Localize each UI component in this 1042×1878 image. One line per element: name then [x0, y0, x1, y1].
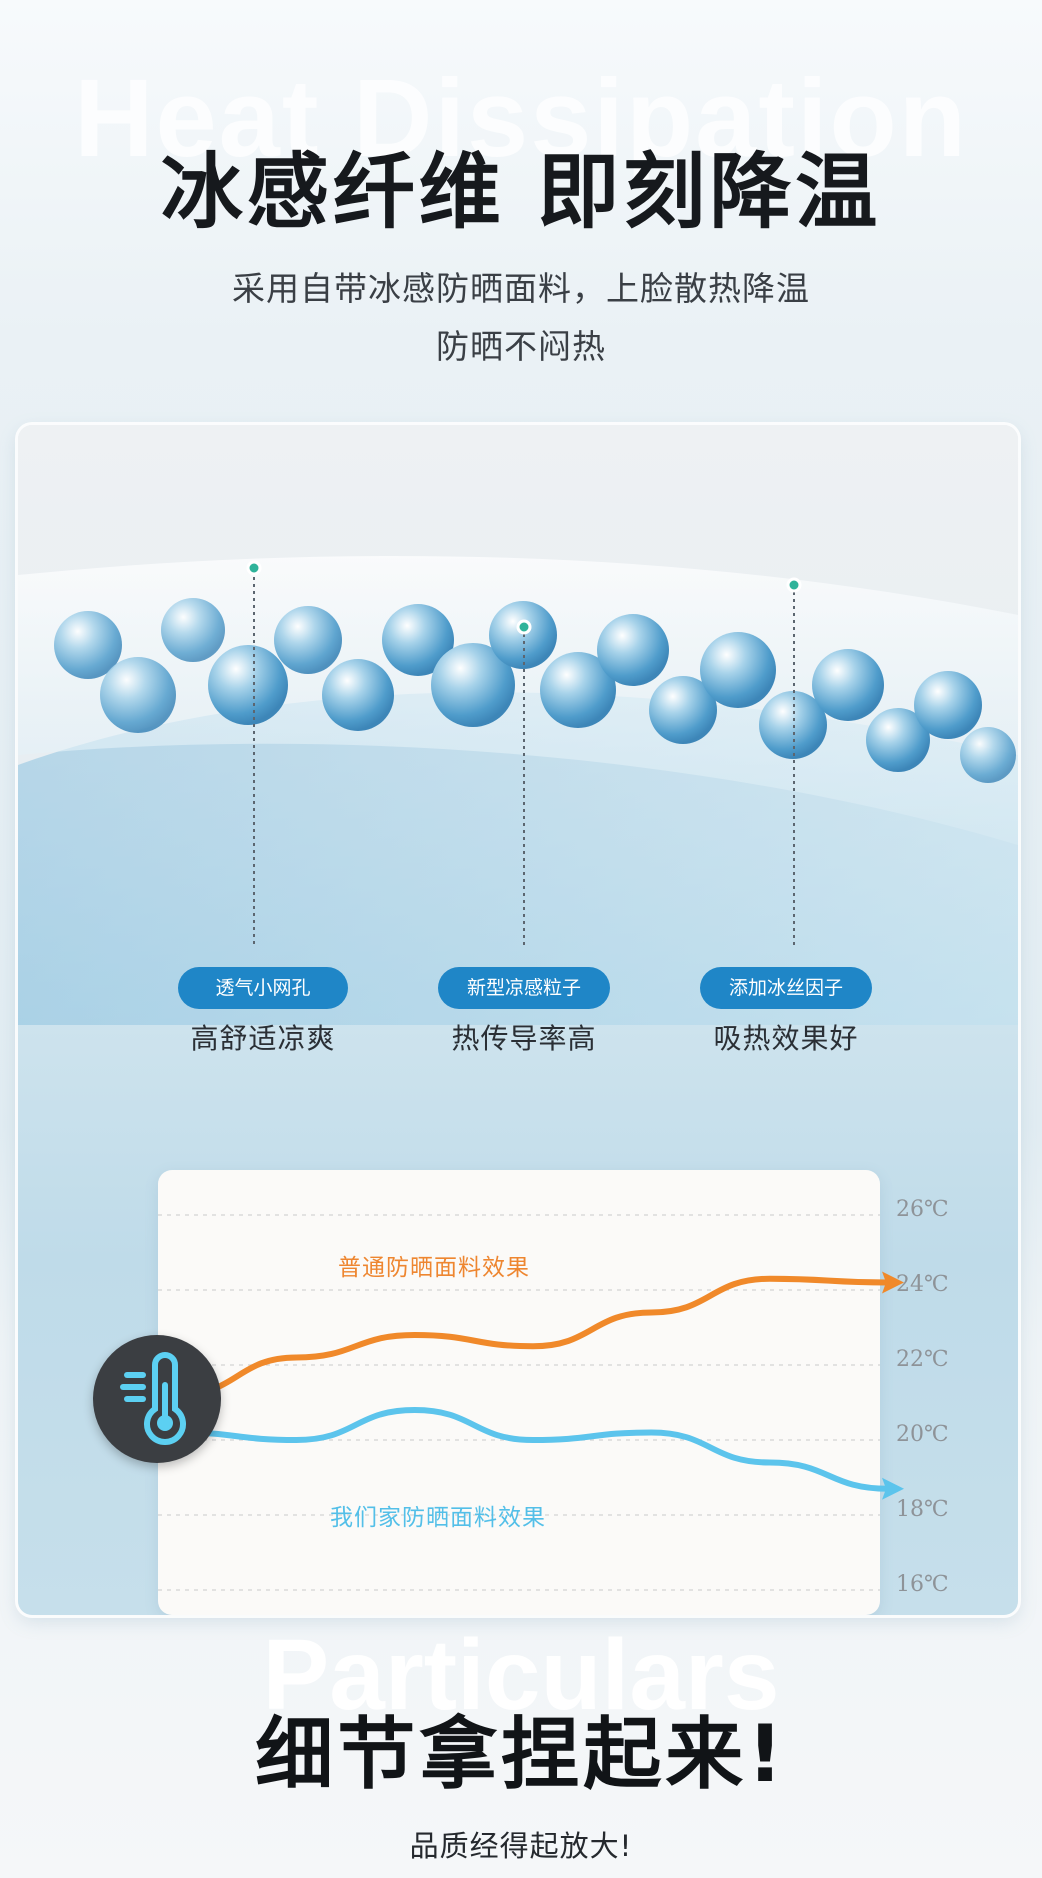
feature-desc-mesh: 高舒适凉爽: [190, 1022, 336, 1055]
ghost-heading-bottom: Particulars: [262, 1619, 780, 1731]
fabric-card: 透气小网孔 高舒适凉爽 新型凉感粒子 热传导率高 添加冰丝因子 吸热效果好 26…: [18, 425, 1018, 1615]
callout-dots: [246, 560, 802, 635]
feature-badge-ice-silk: 添加冰丝因子: [700, 967, 872, 1009]
feature-desc-particles: 热传导率高: [451, 1022, 597, 1055]
series-arrow-1: [882, 1477, 904, 1500]
detail-title: 细节拿捏起来!: [255, 1710, 787, 1800]
ghost-heading-top: Heat Dissipation: [74, 57, 968, 180]
series-line-1: [175, 1406, 891, 1492]
y-tick-20: 20℃: [896, 1422, 949, 1447]
feature-desc-ice-silk: 吸热效果好: [713, 1022, 859, 1055]
series-line-0: [175, 1275, 891, 1398]
series-label-ordinary: 普通防晒面料效果: [338, 1255, 530, 1281]
thermometer-badge: [93, 1335, 221, 1463]
feature-badge-mesh: 透气小网孔: [178, 967, 348, 1009]
page-title: 冰感纤维 即刻降温: [160, 145, 882, 240]
subtitle-line-2: 防晒不闷热: [436, 327, 606, 366]
temperature-chart-panel: [158, 1170, 880, 1615]
y-tick-24: 24℃: [896, 1272, 949, 1297]
fabric-band: [18, 555, 1018, 845]
subtitle-line-1: 采用自带冰感防晒面料，上脸散热降温: [232, 269, 810, 308]
y-tick-16: 16℃: [896, 1572, 949, 1597]
y-tick-22: 22℃: [896, 1347, 949, 1372]
temperature-chart: [158, 1214, 904, 1591]
fabric-illustration: [18, 555, 1018, 1025]
series-label-ours: 我们家防晒面料效果: [330, 1505, 546, 1531]
cooling-particles: [54, 598, 1016, 783]
series-arrow-0: [882, 1271, 904, 1294]
y-tick-18: 18℃: [896, 1497, 949, 1522]
detail-subtitle: 品质经得起放大!: [409, 1829, 633, 1863]
y-tick-26: 26℃: [896, 1197, 949, 1222]
thermometer-icon: [120, 1352, 186, 1445]
feature-badge-particles: 新型凉感粒子: [438, 967, 610, 1009]
